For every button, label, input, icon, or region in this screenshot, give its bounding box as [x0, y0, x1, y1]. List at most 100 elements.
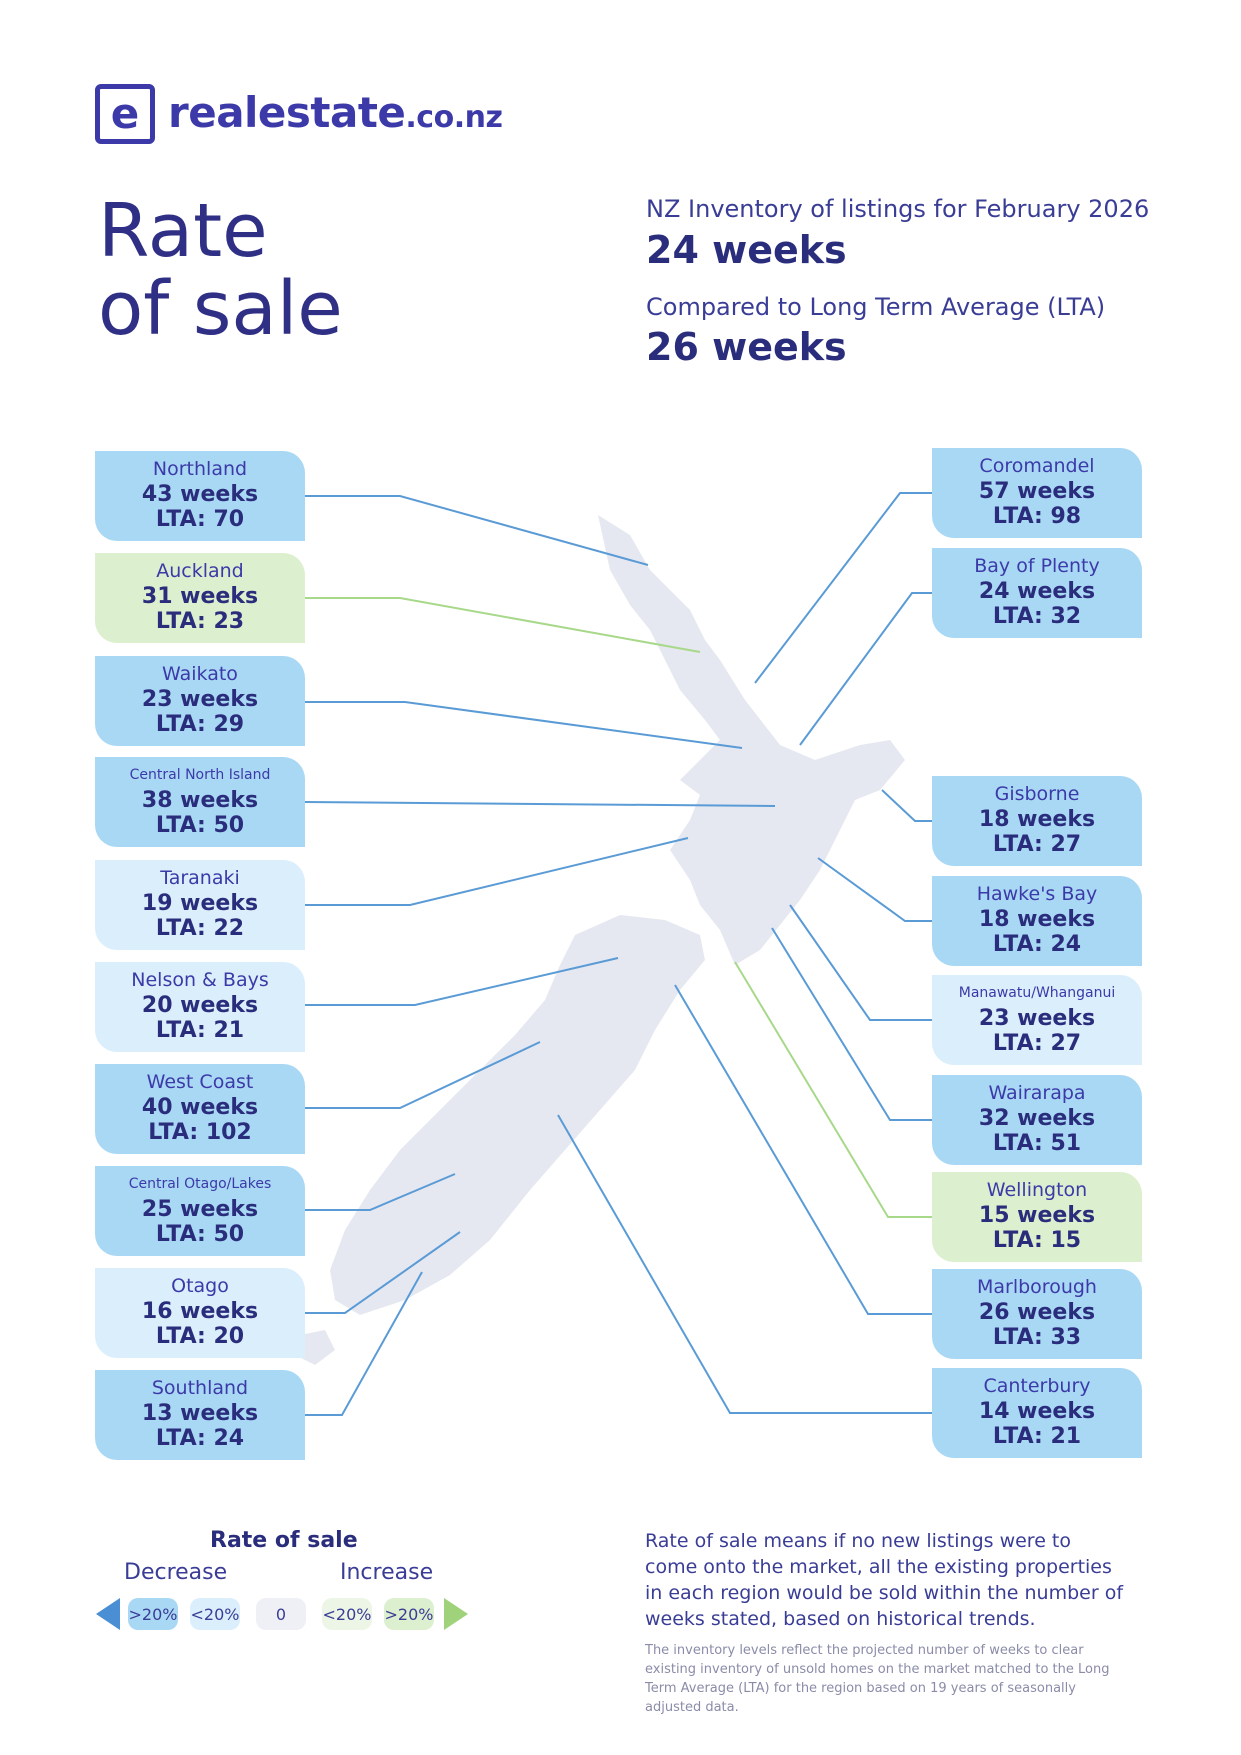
- connector-taranaki: [305, 837, 689, 906]
- connector-marlborough: [674, 984, 932, 1315]
- north-island-shape: [598, 515, 905, 965]
- connector-canterbury: [557, 1114, 932, 1414]
- connector-southland: [305, 1271, 423, 1416]
- page-title: Rate of sale: [98, 192, 343, 348]
- region-weeks: 23 weeks: [978, 1006, 1096, 1031]
- legend-chip-strong-decrease: >20%: [128, 1598, 178, 1630]
- lta-label: Compared to Long Term Average (LTA): [646, 293, 1106, 321]
- region-name: Gisborne: [994, 783, 1080, 805]
- region-box-gisborne: Gisborne 18 weeks LTA: 27: [932, 776, 1142, 866]
- connector-northland: [305, 495, 649, 566]
- connector-west-coast: [305, 1041, 541, 1109]
- connector-bay-of-plenty: [799, 592, 932, 746]
- region-name: Coromandel: [979, 455, 1095, 477]
- region-lta: LTA: 15: [992, 1228, 1082, 1253]
- page-title-line1: Rate: [98, 188, 268, 274]
- connector-central-otago: [305, 1173, 456, 1211]
- region-box-central-otago-lakes: Central Otago/Lakes 25 weeks LTA: 50: [95, 1166, 305, 1256]
- region-box-central-north-island: Central North Island 38 weeks LTA: 50: [95, 757, 305, 847]
- region-lta: LTA: 70: [155, 507, 245, 532]
- region-name: Canterbury: [983, 1375, 1091, 1397]
- region-weeks: 43 weeks: [141, 482, 259, 507]
- region-box-hawkes-bay: Hawke's Bay 18 weeks LTA: 24: [932, 876, 1142, 966]
- region-lta: LTA: 24: [992, 932, 1082, 957]
- region-name: Southland: [151, 1377, 249, 1399]
- region-box-southland: Southland 13 weeks LTA: 24: [95, 1370, 305, 1460]
- region-weeks: 18 weeks: [978, 807, 1096, 832]
- brand-logo-icon[interactable]: e: [95, 84, 155, 144]
- region-box-northland: Northland 43 weeks LTA: 70: [95, 451, 305, 541]
- brand-logo-text[interactable]: realestate.co.nz: [168, 88, 503, 137]
- connector-waikato: [305, 701, 743, 749]
- footnote: The inventory levels reflect the project…: [645, 1643, 1110, 1715]
- region-name: Waikato: [162, 663, 238, 685]
- region-box-coromandel: Coromandel 57 weeks LTA: 98: [932, 448, 1142, 538]
- legend-increase-label: Increase: [340, 1560, 434, 1585]
- region-lta: LTA: 33: [992, 1325, 1082, 1350]
- region-box-nelson-bays: Nelson & Bays 20 weeks LTA: 21: [95, 962, 305, 1052]
- region-name: Auckland: [156, 560, 244, 582]
- legend-chip-increase: <20%: [322, 1598, 372, 1630]
- stewart-island-shape: [295, 1330, 335, 1365]
- region-lta: LTA: 51: [992, 1131, 1082, 1156]
- region-box-marlborough: Marlborough 26 weeks LTA: 33: [932, 1269, 1142, 1359]
- connector-gisborne: [881, 789, 932, 822]
- connector-wellington: [734, 961, 932, 1218]
- connector-wairarapa: [771, 927, 932, 1121]
- region-name: West Coast: [146, 1071, 254, 1093]
- region-box-manawatu-whanganui: Manawatu/Whanganui 23 weeks LTA: 27: [932, 975, 1142, 1065]
- region-box-west-coast: West Coast 40 weeks LTA: 102: [95, 1064, 305, 1154]
- region-weeks: 40 weeks: [141, 1095, 259, 1120]
- connector-nelson-bays: [305, 957, 619, 1006]
- region-lta: LTA: 24: [155, 1426, 245, 1451]
- region-name: Otago: [171, 1275, 229, 1297]
- legend-chip-neutral: 0: [256, 1598, 306, 1630]
- legend-chip-strong-increase: >20%: [384, 1598, 434, 1630]
- region-weeks: 57 weeks: [978, 479, 1096, 504]
- region-lta: LTA: 32: [992, 604, 1082, 629]
- region-weeks: 31 weeks: [141, 584, 259, 609]
- brand-name: realestate: [168, 88, 406, 137]
- region-weeks: 20 weeks: [141, 993, 259, 1018]
- region-box-wellington: Wellington 15 weeks LTA: 15: [932, 1172, 1142, 1262]
- region-name: Hawke's Bay: [976, 883, 1098, 905]
- region-name: Bay of Plenty: [974, 555, 1100, 577]
- legend-decrease-label: Decrease: [124, 1560, 228, 1585]
- region-weeks: 25 weeks: [141, 1197, 259, 1222]
- region-weeks: 13 weeks: [141, 1401, 259, 1426]
- south-island-shape: [330, 915, 705, 1315]
- region-lta: LTA: 21: [155, 1018, 245, 1043]
- region-box-taranaki: Taranaki 19 weeks LTA: 22: [95, 860, 305, 950]
- legend-chip-decrease: <20%: [190, 1598, 240, 1630]
- region-weeks: 19 weeks: [141, 891, 259, 916]
- region-lta: LTA: 27: [992, 832, 1082, 857]
- region-lta: LTA: 20: [155, 1324, 245, 1349]
- region-box-canterbury: Canterbury 14 weeks LTA: 21: [932, 1368, 1142, 1458]
- region-box-otago: Otago 16 weeks LTA: 20: [95, 1268, 305, 1358]
- region-box-auckland: Auckland 31 weeks LTA: 23: [95, 553, 305, 643]
- region-weeks: 24 weeks: [978, 579, 1096, 604]
- page-title-line2: of sale: [98, 266, 343, 352]
- region-weeks: 38 weeks: [141, 788, 259, 813]
- region-name: Wairarapa: [988, 1082, 1086, 1104]
- legend-increase-arrow: [444, 1598, 468, 1630]
- region-name: Manawatu/Whanganui: [958, 985, 1116, 1001]
- region-lta: LTA: 98: [992, 504, 1082, 529]
- connector-manawatu: [789, 904, 932, 1021]
- region-lta: LTA: 50: [155, 813, 245, 838]
- region-name: Taranaki: [160, 867, 240, 889]
- region-weeks: 32 weeks: [978, 1106, 1096, 1131]
- legend-decrease-arrow: [96, 1598, 120, 1630]
- region-weeks: 18 weeks: [978, 907, 1096, 932]
- region-name: Central Otago/Lakes: [128, 1176, 272, 1192]
- region-weeks: 15 weeks: [978, 1203, 1096, 1228]
- region-lta: LTA: 50: [155, 1222, 245, 1247]
- region-box-wairarapa: Wairarapa 32 weeks LTA: 51: [932, 1075, 1142, 1165]
- lta-value: 26 weeks: [646, 325, 847, 369]
- region-lta: LTA: 23: [155, 609, 245, 634]
- region-box-waikato: Waikato 23 weeks LTA: 29: [95, 656, 305, 746]
- region-lta: LTA: 22: [155, 916, 245, 941]
- region-lta: LTA: 29: [155, 712, 245, 737]
- connector-auckland: [305, 597, 701, 653]
